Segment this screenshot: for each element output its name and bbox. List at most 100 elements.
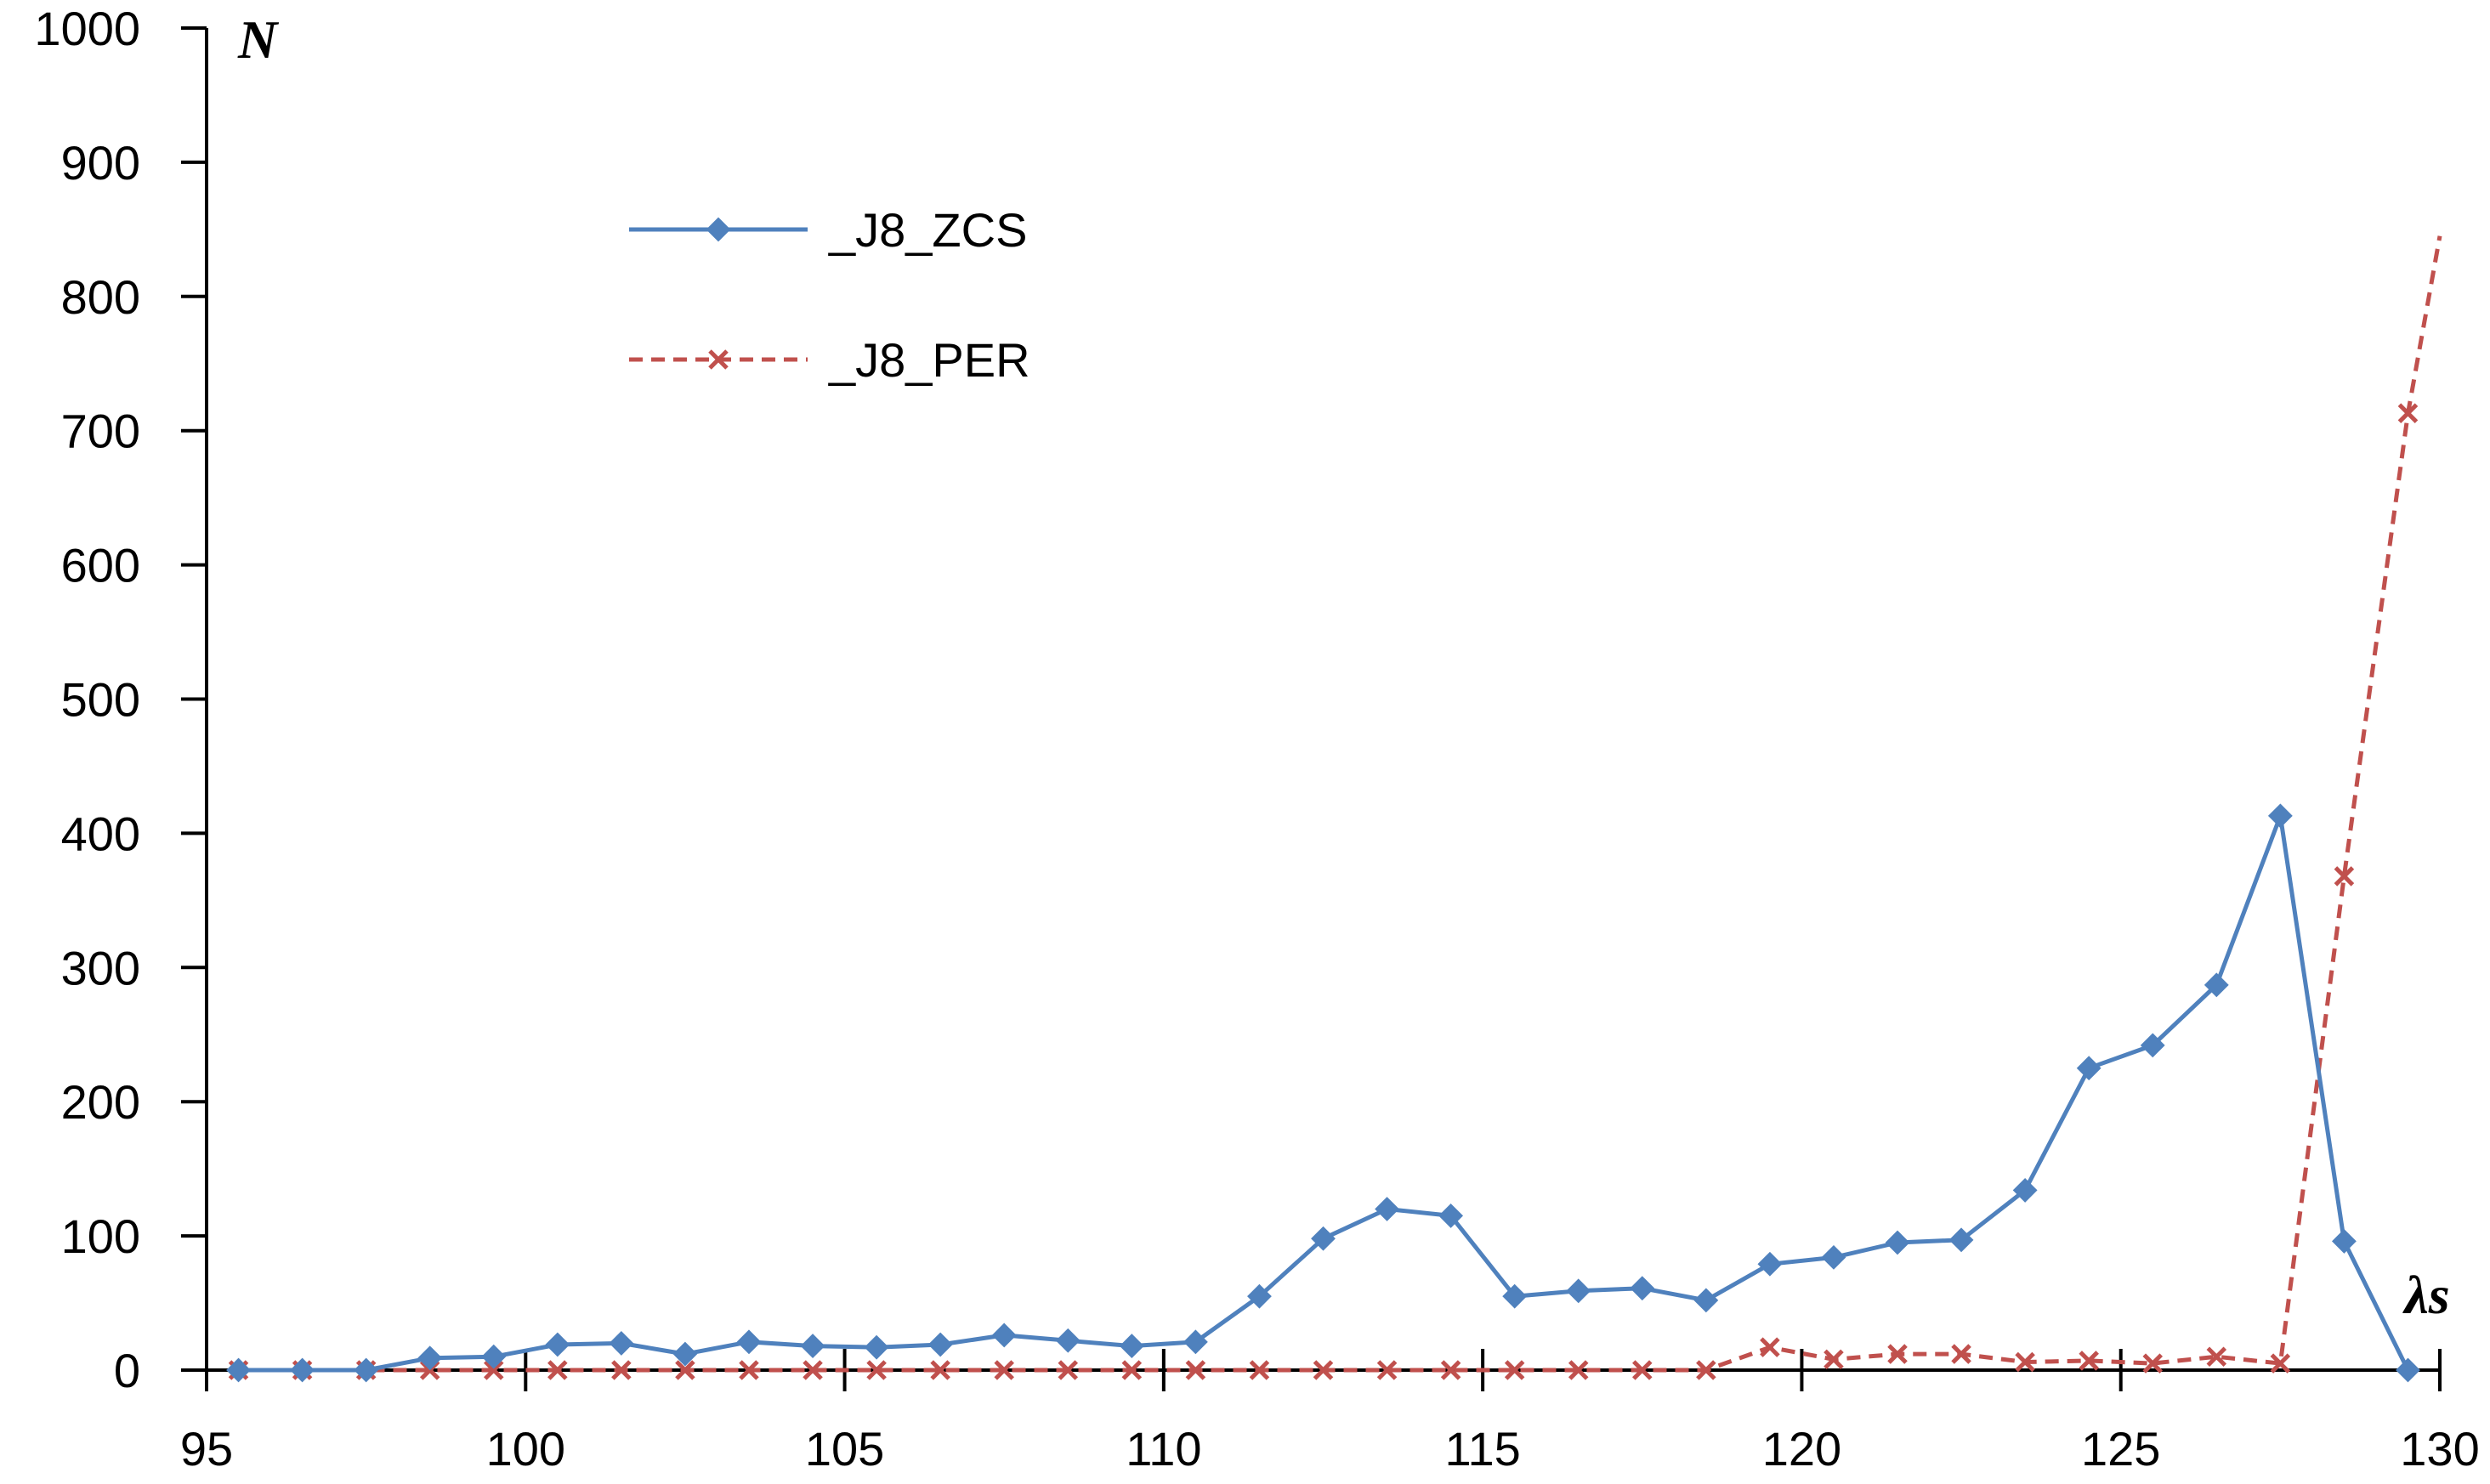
x-tick-label: 110 <box>1126 1422 1201 1476</box>
data-point <box>2079 1351 2099 1371</box>
y-tick-label: 1000 <box>34 2 140 55</box>
y-tick-label: 800 <box>61 270 140 324</box>
series-line <box>238 813 2410 1373</box>
data-point <box>672 1341 698 1367</box>
legend-marker <box>706 217 731 242</box>
data-point <box>1630 1276 1655 1301</box>
y-tick-label: 600 <box>61 539 140 592</box>
data-point <box>290 1357 315 1383</box>
data-point <box>2076 1056 2101 1081</box>
y-tick-label: 0 <box>114 1344 140 1397</box>
legend-marker <box>708 349 729 370</box>
data-point <box>1885 1230 1910 1255</box>
data-point <box>2270 1353 2291 1374</box>
x-tick-label: 130 <box>2400 1422 2479 1476</box>
data-point <box>2396 1357 2420 1383</box>
data-point <box>481 1344 507 1369</box>
data-point <box>736 1329 762 1355</box>
axes <box>205 28 2440 1372</box>
data-point <box>1185 1360 1206 1380</box>
x-tick-label: 105 <box>805 1422 884 1476</box>
data-point <box>545 1332 570 1357</box>
data-point <box>803 1360 823 1380</box>
data-point <box>2267 803 2293 829</box>
data-point <box>1693 1288 1719 1313</box>
x-tick-label: 115 <box>1445 1422 1521 1476</box>
x-tick-label: 100 <box>486 1422 565 1476</box>
data-point <box>417 1345 443 1371</box>
y-axis-ticks: 0 100 200 300 400 500 600 700 800 900 1000 <box>34 2 207 1397</box>
data-point <box>1696 1360 1716 1380</box>
x-tick-label: 95 <box>180 1422 233 1476</box>
data-point <box>2015 1351 2035 1373</box>
series-layer <box>226 235 2442 1383</box>
legend-entry: _J8_ZCS <box>629 203 1027 257</box>
data-point <box>1247 1283 1272 1309</box>
data-point <box>2332 1229 2357 1254</box>
x-tick-label: 120 <box>1762 1422 1841 1476</box>
data-point <box>1951 1344 1971 1364</box>
data-point <box>1887 1344 1908 1364</box>
data-point <box>1440 1360 1461 1380</box>
data-point <box>866 1360 887 1380</box>
legend-label: _J8_ZCS <box>828 203 1027 257</box>
data-point <box>1311 1226 1336 1251</box>
data-point <box>1375 1197 1399 1221</box>
data-point <box>1566 1278 1591 1304</box>
data-point <box>611 1360 632 1380</box>
y-tick-label: 900 <box>61 136 140 190</box>
data-point <box>1055 1328 1081 1353</box>
data-point <box>1119 1334 1144 1358</box>
y-tick-label: 400 <box>61 807 140 860</box>
data-point <box>864 1334 889 1360</box>
data-point <box>991 1323 1017 1348</box>
data-point <box>1757 1251 1783 1277</box>
data-point <box>1824 1349 1844 1370</box>
data-point <box>2334 866 2355 886</box>
data-point <box>1376 1360 1398 1380</box>
data-point <box>354 1357 379 1383</box>
data-point <box>1249 1360 1270 1380</box>
data-point <box>1121 1360 1143 1380</box>
series-j8-per <box>228 235 2442 1380</box>
data-point <box>226 1357 251 1383</box>
data-point <box>800 1334 825 1358</box>
data-point <box>2012 1177 2038 1203</box>
y-tick-label: 200 <box>61 1075 140 1129</box>
y-tick-label: 100 <box>61 1209 140 1263</box>
series-j8-zcs <box>226 803 2420 1383</box>
y-tick-label: 300 <box>61 941 140 994</box>
y-tick-label: 700 <box>61 405 140 458</box>
data-point <box>927 1332 953 1357</box>
data-point <box>2204 972 2229 998</box>
data-point <box>1313 1360 1334 1380</box>
data-point <box>1568 1360 1589 1380</box>
data-point <box>930 1360 950 1380</box>
data-point <box>1183 1329 1208 1355</box>
data-point <box>1504 1360 1525 1380</box>
data-point <box>1632 1360 1653 1380</box>
legend: _J8_ZCS _J8_PER <box>629 203 1030 387</box>
data-point <box>1438 1204 1464 1228</box>
data-point <box>2397 403 2419 423</box>
series-line <box>238 235 2442 1373</box>
data-point <box>2140 1033 2165 1058</box>
data-point <box>483 1360 504 1380</box>
x-axis-title: λs <box>2402 1265 2449 1325</box>
data-point <box>2206 1346 2227 1367</box>
data-point <box>1760 1337 1780 1357</box>
data-point <box>1821 1244 1846 1270</box>
data-point <box>609 1331 634 1356</box>
y-axis-title: N <box>237 9 280 70</box>
data-point <box>1058 1360 1079 1380</box>
data-point <box>1502 1283 1528 1309</box>
data-point <box>739 1360 759 1380</box>
x-tick-label: 125 <box>2081 1422 2160 1476</box>
data-point <box>547 1360 568 1380</box>
y-tick-label: 500 <box>61 673 140 727</box>
legend-label: _J8_PER <box>828 333 1030 387</box>
legend-entry: _J8_PER <box>629 333 1030 387</box>
data-point <box>994 1360 1014 1380</box>
data-point <box>675 1360 695 1380</box>
